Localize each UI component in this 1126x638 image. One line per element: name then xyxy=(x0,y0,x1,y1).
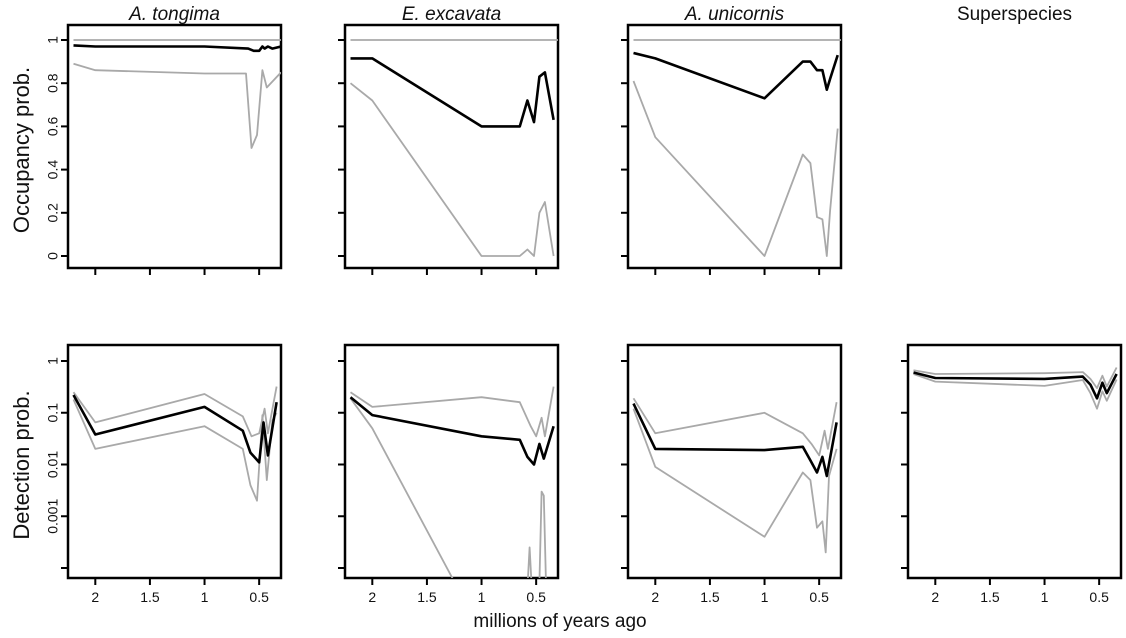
ylabel-detection: Detection prob. xyxy=(9,390,34,539)
xlabel: millions of years ago xyxy=(473,611,646,632)
y-tick-label: 0.8 xyxy=(45,73,61,93)
lower-ci-line xyxy=(632,80,839,257)
panel-frame xyxy=(626,343,843,580)
x-tick-label: 1.5 xyxy=(700,589,720,605)
lower-ci-line xyxy=(632,408,838,554)
y-tick-label: 0.1 xyxy=(45,403,61,423)
panel-2: A. unicornis xyxy=(621,4,843,275)
y-tick-label: 1 xyxy=(45,357,61,365)
lower-ci-line xyxy=(349,82,555,257)
x-tick-label: 1.5 xyxy=(417,589,437,605)
mean-line xyxy=(73,44,281,53)
x-tick-label: 2 xyxy=(368,589,376,605)
panel-title: A. unicornis xyxy=(684,4,785,25)
upper-ci-line xyxy=(349,386,555,438)
mean-line xyxy=(350,57,555,128)
lower-ci-line xyxy=(73,62,281,149)
panel-3: 2 1.5 1 0.5 1 0.1 0.01 0.001 xyxy=(45,343,283,605)
y-tick-label: 0.6 xyxy=(45,116,61,136)
x-tick-label: 1 xyxy=(201,589,209,605)
upper-ci-line xyxy=(913,367,1118,390)
upper-ci-line xyxy=(632,397,838,457)
x-tick-label: 0.5 xyxy=(809,589,829,605)
panel-frame xyxy=(66,343,283,580)
panel-frame xyxy=(343,23,560,270)
x-tick-label: 1.5 xyxy=(140,589,160,605)
mean-line xyxy=(349,396,555,466)
x-tick-label: 0.5 xyxy=(526,589,546,605)
y-tick-label: 1 xyxy=(45,36,61,44)
x-tick-label: 2 xyxy=(91,589,99,605)
mean-line xyxy=(72,394,278,464)
x-tick-label: 1 xyxy=(761,589,769,605)
panel-title: E. excavata xyxy=(402,4,501,25)
panel-4: 2 1.5 1 0.5 xyxy=(338,343,560,605)
panel-frame xyxy=(906,343,1123,580)
panel-0: A. tongima 0 0.2 0.4 0.6 0.8 1 xyxy=(45,4,283,275)
x-tick-label: 2 xyxy=(931,589,939,605)
y-tick-label: 0.2 xyxy=(45,203,61,223)
y-tick-label: 0 xyxy=(45,252,61,260)
lower-ci-line xyxy=(349,397,454,578)
x-tick-label: 1 xyxy=(478,589,486,605)
panel-frame xyxy=(343,343,560,580)
panel-5: 2 1.5 1 0.5 xyxy=(621,343,843,605)
panel-title: A. tongima xyxy=(128,4,220,25)
x-tick-label: 1 xyxy=(1041,589,1049,605)
x-tick-label: 0.5 xyxy=(1089,589,1109,605)
panel-1: E. excavata xyxy=(338,4,560,275)
lower-ci-line xyxy=(913,373,1118,410)
panel-frame xyxy=(626,23,843,270)
lower-ci-line xyxy=(538,490,547,578)
y-tick-label: 0.001 xyxy=(45,499,61,534)
mean-line xyxy=(632,403,838,478)
panels: A. tongima 0 0.2 0.4 0.6 0.8 1 E. excavata A. un… xyxy=(45,4,1123,605)
y-tick-label: 0.01 xyxy=(45,451,61,478)
mean-line xyxy=(633,51,839,100)
panel-frame xyxy=(66,23,283,270)
mean-line xyxy=(913,371,1118,400)
x-tick-label: 1.5 xyxy=(980,589,1000,605)
y-tick-label: 0.4 xyxy=(45,160,61,180)
x-tick-label: 2 xyxy=(651,589,659,605)
panel-6: Superspecies 2 1.5 1 0.5 xyxy=(901,4,1123,605)
panel-title: Superspecies xyxy=(957,4,1072,25)
x-tick-label: 0.5 xyxy=(249,589,269,605)
upper-ci-line xyxy=(72,386,278,438)
ylabel-occupancy: Occupancy prob. xyxy=(9,67,34,233)
lower-ci-line xyxy=(527,546,533,578)
